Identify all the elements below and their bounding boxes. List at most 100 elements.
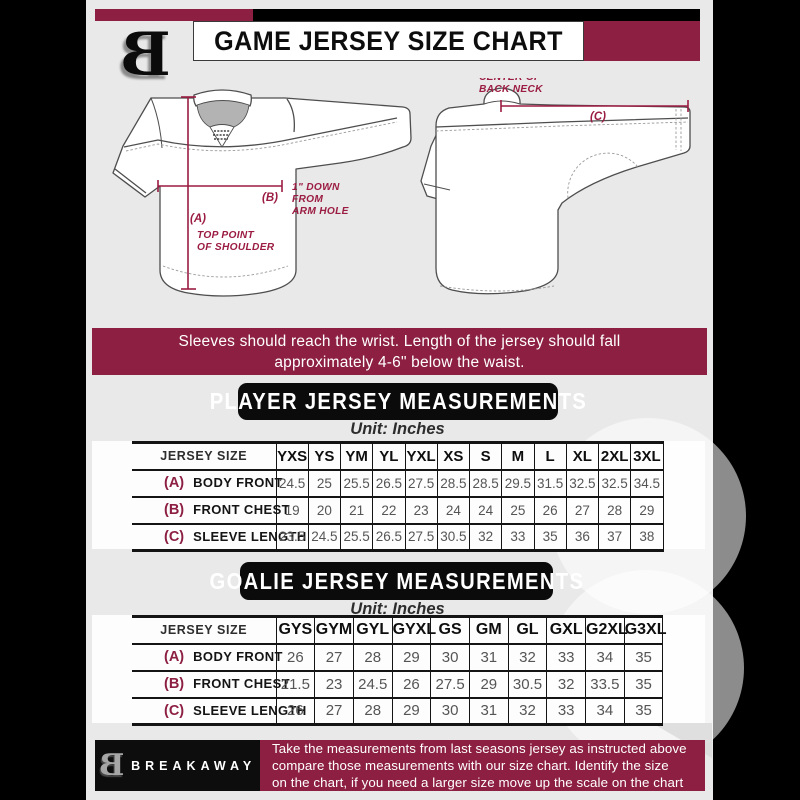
measurement-value: 24.5 xyxy=(352,670,393,699)
measurement-value: 30.5 xyxy=(507,670,547,699)
size-column-header: G3XL xyxy=(623,615,666,645)
footer-brand-box: B BREAKAWAY xyxy=(95,740,260,791)
measurement-value: 30 xyxy=(430,697,470,726)
instruction-banner: Sleeves should reach the wrist. Length o… xyxy=(92,328,707,375)
measurement-value: 27.5 xyxy=(404,523,438,552)
measurement-value: 35 xyxy=(533,523,567,552)
measurement-row-label: (B) FRONT CHEST xyxy=(132,496,290,525)
measurement-value: 28 xyxy=(352,697,393,726)
row-label-text: SLEEVE LENGTH xyxy=(193,702,307,718)
front-collar-vnotch xyxy=(209,124,235,148)
back-neck-caption-1: CENTER OF xyxy=(479,78,541,83)
header-maroon-strip xyxy=(95,9,253,21)
measurement-value: 25.5 xyxy=(339,523,373,552)
measurement-value: 23.5 xyxy=(275,523,309,552)
measurement-value: 25 xyxy=(501,496,534,525)
measurement-value: 21.5 xyxy=(275,670,315,699)
measurement-value: 32 xyxy=(546,670,586,699)
row-letter: (B) xyxy=(164,676,185,692)
measurement-value: 26.5 xyxy=(372,469,405,498)
measurement-value: 28.5 xyxy=(436,469,470,498)
jersey-size-header: JERSEY SIZE xyxy=(132,441,276,471)
jersey-size-header: JERSEY SIZE xyxy=(132,615,276,645)
measurement-value: 32 xyxy=(507,643,547,672)
measurement-line-c xyxy=(500,100,689,112)
collar-lace xyxy=(213,130,230,140)
measurement-value: 24.5 xyxy=(275,469,309,498)
measurement-value: 38 xyxy=(630,523,664,552)
label-a-caption-2: OF SHOULDER xyxy=(197,242,275,253)
measurement-value: 28.5 xyxy=(468,469,502,498)
size-column-header: GL xyxy=(507,615,547,645)
row-letter: (A) xyxy=(164,649,185,665)
measurement-value: 27.5 xyxy=(404,469,438,498)
size-column-header: 3XL xyxy=(630,441,664,471)
size-column-header: GYL xyxy=(352,615,393,645)
table-header-row: JERSEY SIZE GYS GYM GYL GYXL GS GM GL GXL G2XL G3X… xyxy=(132,615,666,645)
measurement-value: 24 xyxy=(468,496,502,525)
measurement-value: 23 xyxy=(404,496,438,525)
measurement-value: 26 xyxy=(275,643,315,672)
measurement-value: 21 xyxy=(339,496,373,525)
size-column-header: YL xyxy=(372,441,405,471)
footer-instructions: Take the measurements from last seasons … xyxy=(260,740,705,791)
size-column-header: GM xyxy=(468,615,509,645)
measurement-value: 35 xyxy=(623,643,664,672)
measurement-row-label: (C) SLEEVE LENGTH xyxy=(132,523,306,552)
row-label-text: BODY FRONT xyxy=(193,475,283,490)
row-label-text: BODY FRONT xyxy=(193,649,283,664)
player-unit-label: Unit: Inches xyxy=(350,420,445,438)
measurement-value: 23 xyxy=(314,670,354,699)
size-column-header: G2XL xyxy=(585,615,628,645)
measurement-row-label: (B) FRONT CHEST xyxy=(132,670,290,699)
size-column-header: GYXL xyxy=(391,615,436,645)
measurement-value: 29 xyxy=(468,670,509,699)
measurement-value: 30 xyxy=(430,643,470,672)
measurement-value: 33 xyxy=(546,643,586,672)
breakaway-b-logo: B xyxy=(110,20,180,90)
row-letter: (B) xyxy=(164,502,185,518)
label-c: (C) xyxy=(590,111,606,123)
measurement-row-label: (A) BODY FRONT xyxy=(132,469,282,498)
measurement-value: 20 xyxy=(307,496,341,525)
row-letter: (C) xyxy=(164,528,185,545)
measurement-value: 33 xyxy=(546,697,586,726)
measurement-value: 29 xyxy=(630,496,664,525)
label-a: (A) xyxy=(190,213,206,225)
label-b: (B) xyxy=(262,192,278,204)
measurement-value: 34 xyxy=(585,697,625,726)
size-column-header: L xyxy=(533,441,567,471)
player-measurements-table: JERSEY SIZE YXS YS YM YL YXL XS S M L XL 2XL 3XL (A) B… xyxy=(132,441,664,552)
measurement-row: (B) FRONT CHEST 19 20 21 22 23 24 24 25 26 27 28 29 xyxy=(132,496,664,525)
measurement-value: 31 xyxy=(468,643,509,672)
measurement-value: 22 xyxy=(372,496,405,525)
footer-b-logo: B xyxy=(98,747,125,783)
left-black-bar xyxy=(0,0,86,800)
text-line: Sleeves should reach the wrist. Length o… xyxy=(178,332,621,350)
goalie-measurements-table: JERSEY SIZE GYS GYM GYL GYXL GS GM GL GXL G2XL G3X… xyxy=(132,615,666,726)
text-line: Take the measurements from last seasons … xyxy=(272,740,687,756)
measurement-value: 28 xyxy=(352,643,393,672)
measurement-value: 27 xyxy=(565,496,599,525)
measurement-value: 26 xyxy=(533,496,567,525)
measurement-row-label: (A) BODY FRONT xyxy=(132,643,282,672)
measurement-row: (C) SLEEVE LENGTH 26 27 28 29 30 31 32 33 34 35 xyxy=(132,697,664,726)
player-section-title-text: PLAYER JERSEY MEASUREMENTS xyxy=(209,388,587,414)
measurement-value: 32.5 xyxy=(597,469,631,498)
measurement-value: 26 xyxy=(275,697,315,726)
measurement-value: 24.5 xyxy=(307,523,341,552)
size-column-header: 2XL xyxy=(597,441,631,471)
player-section-title: PLAYER JERSEY MEASUREMENTS xyxy=(209,383,585,420)
measurement-value: 33 xyxy=(501,523,534,552)
measurement-value: 24 xyxy=(436,496,470,525)
measurement-value: 27.5 xyxy=(430,670,470,699)
measurement-annotations xyxy=(157,96,689,290)
measurement-value: 35 xyxy=(623,697,664,726)
row-letter: (A) xyxy=(164,475,185,491)
measurement-value: 32 xyxy=(507,697,547,726)
text-line: compare those measurements with our size… xyxy=(272,757,669,773)
header-black-strip xyxy=(253,9,700,21)
size-column-header: YXS xyxy=(275,441,309,471)
measurement-value: 19 xyxy=(275,496,309,525)
